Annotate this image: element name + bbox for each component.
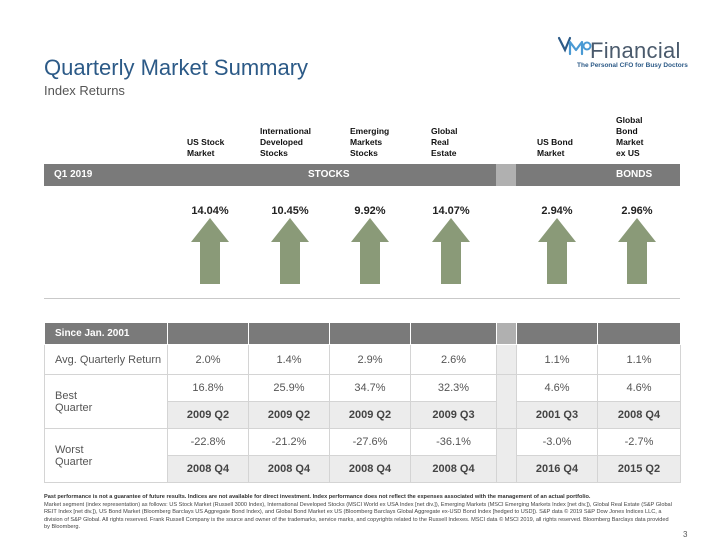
best-row: Best Quarter 16.8% 25.9% 34.7% 32.3% 4.6%… [44,374,681,429]
quarter-bar: Q1 2019 STOCKS BONDS [44,164,680,186]
up-arrow-icon [538,218,576,284]
table-cell: -36.1% [410,428,497,456]
table-cell: 4.6% [597,374,681,402]
table-cell: -21.2% [248,428,330,456]
best-quarter-row: 2009 Q2 2009 Q2 2009 Q2 2009 Q3 2001 Q3 … [45,401,681,429]
table-cell: 32.3% [410,374,497,402]
up-arrow-icon [432,218,470,284]
stocks-label: STOCKS [308,169,350,180]
up-arrow-icon [351,218,389,284]
page-subtitle: Index Returns [44,83,125,98]
quarter-return-value: 14.07% [432,205,470,217]
table-cell: 2015 Q2 [597,455,681,483]
up-arrow-icon [618,218,656,284]
quarter-label: Q1 2019 [54,169,93,180]
table-cell: 1.4% [248,344,330,375]
worst-row: Worst Quarter -22.8% -21.2% -27.6% -36.1%… [44,428,681,483]
history-header-row: Since Jan. 2001 [44,322,681,345]
table-cell: 2008 Q4 [410,455,497,483]
column-header: International Developed Stocks [260,126,312,158]
quarter-return-value: 14.04% [191,205,229,217]
footnote-disclaimer: Past performance is not a guarantee of f… [44,494,591,500]
logo-tagline: The Personal CFO for Busy Doctors [577,62,688,69]
page-number: 3 [683,530,688,539]
table-cell: 2008 Q4 [248,455,330,483]
table-cell: 2.0% [167,344,249,375]
company-logo: Financial The Personal CFO for Busy Doct… [556,32,696,72]
table-cell: 16.8% [167,374,249,402]
table-cell: -2.7% [597,428,681,456]
history-table: Since Jan. 2001 Avg. Quarterly Return 2.… [44,322,681,483]
avg-label: Avg. Quarterly Return [44,344,168,375]
table-cell: 34.7% [329,374,411,402]
table-cell: 2.9% [329,344,411,375]
up-arrow-icon [271,218,309,284]
bar-separator [496,164,516,186]
table-cell: 2016 Q4 [516,455,598,483]
column-header: US Stock Market [187,137,225,158]
table-cell: 2009 Q2 [329,401,411,429]
worst-quarter-row: 2008 Q4 2008 Q4 2008 Q4 2008 Q4 2016 Q4 … [45,455,681,483]
column-header: Emerging Markets Stocks [350,126,390,158]
divider [44,298,680,299]
footnote-text: Market segment (index representation) as… [44,501,672,531]
table-cell: 4.6% [516,374,598,402]
table-cell: -3.0% [516,428,598,456]
up-arrow-icon [191,218,229,284]
column-header: US Bond Market [537,137,573,158]
table-cell: 1.1% [516,344,598,375]
table-cell: 2009 Q2 [167,401,249,429]
quarter-return-value: 2.96% [621,205,653,217]
quarter-return-value: 2.94% [541,205,573,217]
worst-label: Worst Quarter [44,428,168,483]
stethoscope-icon [557,36,592,56]
table-cell: -22.8% [167,428,249,456]
table-cell: 2008 Q4 [597,401,681,429]
best-label: Best Quarter [44,374,168,429]
column-header: Global Bond Market ex US [616,115,644,158]
column-header: Global Real Estate [431,126,458,158]
table-cell: 2009 Q3 [410,401,497,429]
page-title: Quarterly Market Summary [44,55,309,80]
history-header: Since Jan. 2001 [44,322,168,345]
quarter-return-value: 9.92% [354,205,386,217]
quarter-return-value: 10.45% [271,205,309,217]
table-cell: 2.6% [410,344,497,375]
table-cell: 1.1% [597,344,681,375]
table-cell: 2001 Q3 [516,401,598,429]
table-cell: 2008 Q4 [167,455,249,483]
footnote: Past performance is not a guarantee of f… [44,494,674,532]
table-cell: 25.9% [248,374,330,402]
table-cell: -27.6% [329,428,411,456]
logo-name: Financial [590,38,681,63]
bonds-label: BONDS [616,169,653,180]
avg-row: Avg. Quarterly Return 2.0% 1.4% 2.9% 2.6… [44,344,681,375]
table-cell: 2008 Q4 [329,455,411,483]
table-cell: 2009 Q2 [248,401,330,429]
